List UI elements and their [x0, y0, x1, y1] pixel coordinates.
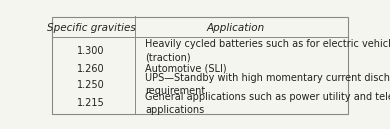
- Text: 1.300: 1.300: [77, 46, 105, 56]
- Text: Application: Application: [207, 23, 265, 33]
- Text: 1.260: 1.260: [77, 64, 105, 74]
- Text: 1.250: 1.250: [77, 79, 105, 90]
- Text: 1.215: 1.215: [77, 98, 105, 108]
- Text: General applications such as power utility and telephone
applications: General applications such as power utili…: [145, 92, 390, 115]
- Text: UPS—Standby with high momentary current discharge
requirement: UPS—Standby with high momentary current …: [145, 73, 390, 96]
- Text: Heavily cycled batteries such as for electric vehicles
(traction): Heavily cycled batteries such as for ele…: [145, 39, 390, 62]
- Text: Automotive (SLI): Automotive (SLI): [145, 64, 227, 74]
- Text: Specific gravities: Specific gravities: [47, 23, 135, 33]
